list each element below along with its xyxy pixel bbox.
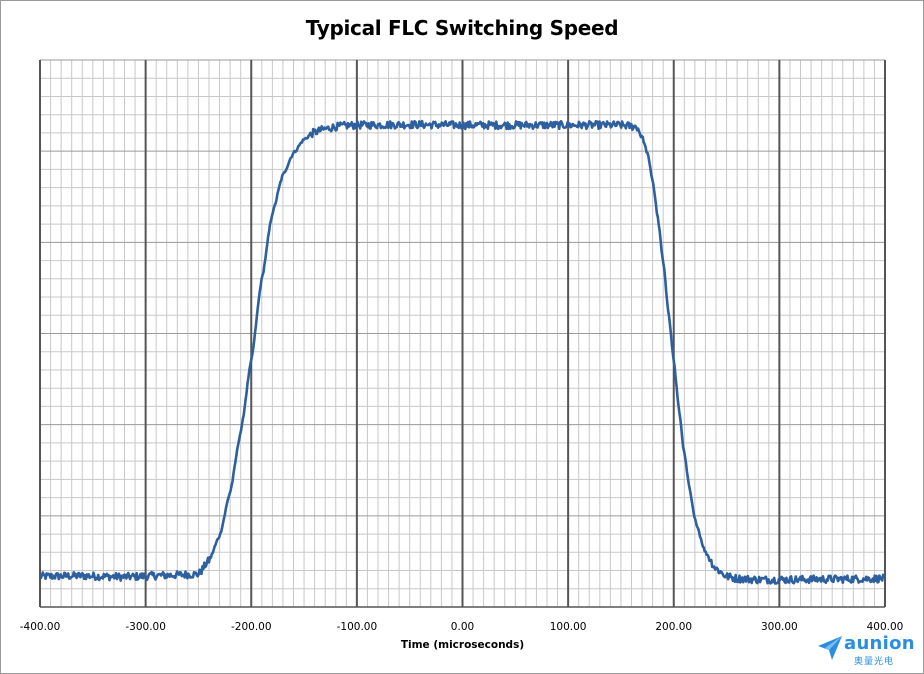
x-tick-label: 300.00 bbox=[761, 621, 798, 633]
x-tick-label: -300.00 bbox=[125, 621, 166, 633]
series-layer bbox=[38, 119, 887, 585]
x-tick-label: 100.00 bbox=[550, 621, 587, 633]
x-tick-label: 400.00 bbox=[867, 621, 904, 633]
x-tick-label: -200.00 bbox=[231, 621, 272, 633]
logo-word: aunion bbox=[844, 633, 915, 654]
x-tick-label: 200.00 bbox=[655, 621, 692, 633]
paper-plane-icon bbox=[818, 636, 842, 660]
major-gridlines bbox=[39, 59, 886, 608]
series-line bbox=[38, 119, 887, 585]
x-axis-title: Time (microseconds) bbox=[401, 639, 524, 651]
logo-subtitle: 奥量光电 bbox=[854, 657, 895, 667]
chart-title: Typical FLC Switching Speed bbox=[305, 16, 619, 40]
x-tick-labels: -400.00 -300.00 -200.00 -100.00 0.00 100.00 20… bbox=[20, 621, 904, 633]
aunion-logo: aunion 奥量光电 bbox=[814, 632, 918, 668]
x-tick-label: -400.00 bbox=[20, 621, 61, 633]
x-tick-label: 0.00 bbox=[451, 621, 474, 633]
x-tick-label: -100.00 bbox=[337, 621, 378, 633]
